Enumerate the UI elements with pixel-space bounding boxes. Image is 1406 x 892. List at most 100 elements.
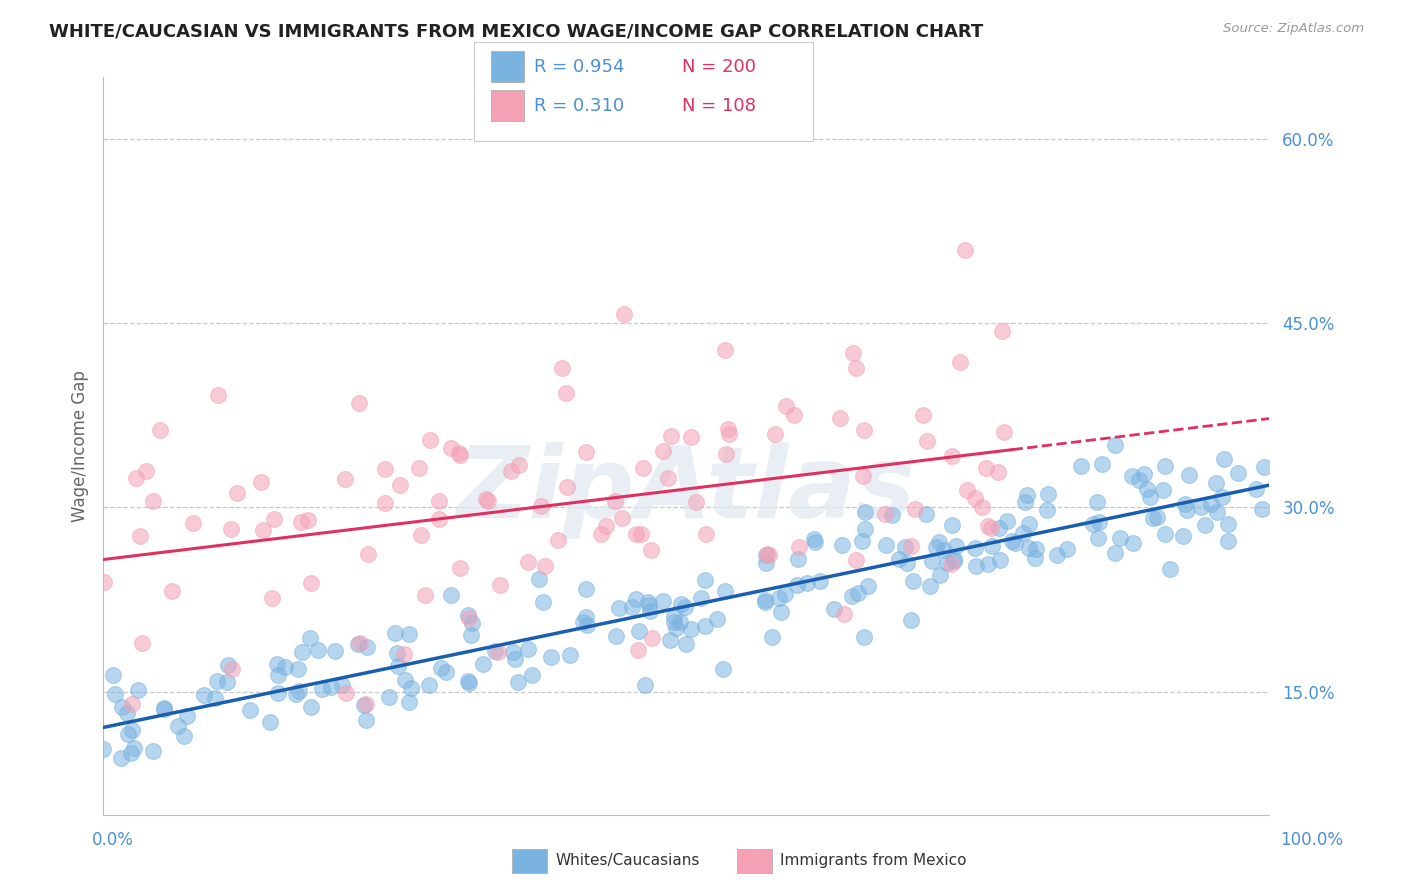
Point: [754, 593, 776, 607]
Point: [484, 644, 506, 658]
Point: [810, 574, 832, 588]
Point: [135, 464, 157, 478]
Point: [349, 636, 371, 650]
Point: [942, 552, 965, 566]
Point: [873, 507, 896, 521]
Point: [290, 515, 312, 529]
Text: R = 0.310: R = 0.310: [534, 97, 624, 115]
Point: [832, 607, 855, 622]
Point: [714, 446, 737, 460]
Point: [347, 396, 370, 410]
Point: [1154, 458, 1177, 473]
Point: [557, 480, 579, 494]
Point: [384, 626, 406, 640]
Point: [941, 450, 963, 464]
Point: [1056, 542, 1078, 557]
Point: [1154, 527, 1177, 541]
Point: [436, 665, 458, 679]
Point: [621, 599, 644, 614]
Point: [274, 660, 297, 674]
Point: [1017, 488, 1039, 502]
Point: [388, 477, 411, 491]
Point: [221, 662, 243, 676]
Point: [932, 542, 955, 557]
Point: [101, 667, 124, 681]
Text: 100.0%: 100.0%: [1279, 831, 1343, 849]
Point: [841, 589, 863, 603]
Point: [531, 595, 554, 609]
Point: [1206, 505, 1229, 519]
Point: [1139, 490, 1161, 504]
Point: [775, 399, 797, 413]
Text: 0.0%: 0.0%: [91, 831, 134, 849]
Point: [460, 628, 482, 642]
Point: [685, 495, 707, 509]
Point: [711, 663, 734, 677]
Point: [1133, 467, 1156, 481]
Point: [845, 360, 868, 375]
Point: [1070, 458, 1092, 473]
Point: [783, 408, 806, 422]
Text: Immigrants from Mexico: Immigrants from Mexico: [780, 854, 967, 868]
Point: [1175, 503, 1198, 517]
Point: [1216, 517, 1239, 532]
Point: [796, 576, 818, 591]
Point: [1025, 542, 1047, 557]
Point: [387, 659, 409, 673]
Point: [204, 691, 226, 706]
Point: [976, 557, 998, 571]
Point: [706, 612, 728, 626]
Point: [418, 678, 440, 692]
Point: [949, 355, 972, 369]
Point: [754, 595, 776, 609]
Point: [882, 508, 904, 522]
Point: [575, 582, 598, 596]
Point: [408, 460, 430, 475]
Point: [430, 660, 453, 674]
Point: [217, 657, 239, 672]
Point: [693, 618, 716, 632]
Point: [1012, 526, 1035, 541]
Point: [413, 588, 436, 602]
Point: [875, 538, 897, 552]
Point: [988, 553, 1011, 567]
Point: [768, 591, 790, 605]
Point: [995, 514, 1018, 528]
Point: [787, 552, 810, 566]
Point: [486, 645, 509, 659]
Point: [162, 583, 184, 598]
Point: [115, 706, 138, 720]
Point: [1178, 467, 1201, 482]
Point: [1216, 534, 1239, 549]
Point: [624, 527, 647, 541]
Point: [904, 502, 927, 516]
Point: [624, 592, 647, 607]
Point: [823, 601, 845, 615]
Point: [681, 430, 703, 444]
Point: [427, 512, 450, 526]
Point: [963, 541, 986, 555]
Point: [219, 522, 242, 536]
Point: [659, 429, 682, 443]
Point: [1251, 502, 1274, 516]
Point: [894, 540, 917, 554]
Point: [1142, 511, 1164, 525]
Point: [638, 598, 661, 612]
Point: [1004, 536, 1026, 550]
Point: [311, 682, 333, 697]
Point: [555, 386, 578, 401]
Point: [852, 469, 875, 483]
Point: [576, 618, 599, 632]
Point: [1018, 517, 1040, 532]
Point: [226, 485, 249, 500]
Point: [1036, 503, 1059, 517]
Point: [266, 657, 288, 672]
Point: [935, 557, 957, 571]
Point: [887, 551, 910, 566]
Point: [398, 627, 420, 641]
Point: [607, 600, 630, 615]
Point: [1085, 495, 1108, 509]
Point: [1136, 482, 1159, 496]
Point: [377, 690, 399, 704]
Point: [447, 446, 470, 460]
